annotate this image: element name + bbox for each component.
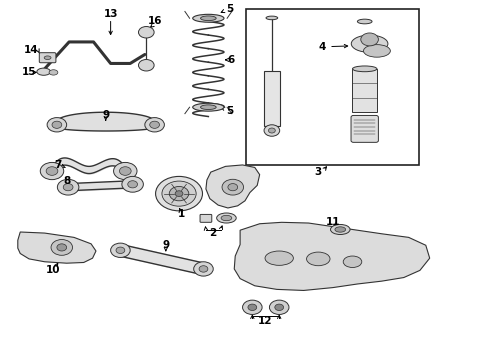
Circle shape — [162, 181, 196, 206]
Ellipse shape — [49, 70, 58, 75]
FancyBboxPatch shape — [351, 116, 378, 142]
Circle shape — [243, 300, 262, 315]
Ellipse shape — [44, 56, 51, 59]
Ellipse shape — [193, 14, 224, 22]
Text: 5: 5 — [226, 4, 233, 14]
Circle shape — [248, 304, 257, 311]
Polygon shape — [18, 232, 96, 263]
Circle shape — [111, 243, 130, 257]
Ellipse shape — [364, 45, 391, 57]
Circle shape — [40, 162, 64, 180]
Bar — [352, 69, 377, 112]
Circle shape — [228, 184, 238, 191]
Text: 8: 8 — [64, 176, 71, 186]
Ellipse shape — [200, 16, 216, 21]
Ellipse shape — [357, 19, 372, 24]
Circle shape — [264, 125, 280, 136]
Text: 1: 1 — [178, 209, 185, 219]
Circle shape — [114, 162, 137, 180]
Circle shape — [194, 262, 213, 276]
Circle shape — [150, 121, 159, 129]
Circle shape — [57, 179, 79, 195]
Ellipse shape — [331, 225, 350, 234]
Ellipse shape — [37, 68, 50, 75]
Text: 12: 12 — [258, 316, 273, 325]
Circle shape — [270, 300, 289, 315]
Text: 6: 6 — [228, 55, 235, 65]
Text: 15: 15 — [22, 67, 36, 77]
Polygon shape — [206, 165, 260, 208]
Ellipse shape — [352, 66, 377, 72]
Circle shape — [222, 179, 244, 195]
Text: 4: 4 — [318, 42, 326, 51]
Circle shape — [47, 118, 67, 132]
Circle shape — [116, 247, 125, 253]
Ellipse shape — [351, 35, 388, 52]
Ellipse shape — [266, 16, 278, 20]
Text: 13: 13 — [103, 9, 118, 19]
Circle shape — [139, 27, 154, 38]
Circle shape — [269, 128, 275, 133]
Ellipse shape — [343, 256, 362, 267]
Circle shape — [275, 304, 284, 311]
Circle shape — [199, 266, 208, 272]
Circle shape — [139, 59, 154, 71]
Text: 5: 5 — [226, 106, 233, 116]
Text: 16: 16 — [147, 17, 162, 27]
Text: 9: 9 — [102, 110, 109, 120]
Text: 11: 11 — [326, 217, 340, 227]
Ellipse shape — [265, 251, 294, 265]
Bar — [246, 9, 419, 165]
Ellipse shape — [221, 215, 232, 221]
Ellipse shape — [200, 105, 216, 109]
Circle shape — [63, 184, 73, 191]
Circle shape — [52, 121, 62, 129]
Ellipse shape — [307, 252, 330, 266]
Polygon shape — [118, 245, 206, 274]
Text: 10: 10 — [46, 265, 61, 275]
Circle shape — [145, 118, 164, 132]
Circle shape — [46, 167, 58, 175]
Ellipse shape — [193, 103, 224, 111]
Bar — [264, 71, 280, 126]
Text: 2: 2 — [210, 228, 217, 238]
Circle shape — [175, 191, 183, 197]
Polygon shape — [234, 222, 430, 291]
Ellipse shape — [335, 227, 345, 232]
FancyBboxPatch shape — [200, 215, 212, 222]
Circle shape — [122, 176, 144, 192]
Text: 9: 9 — [162, 240, 170, 250]
Circle shape — [57, 244, 67, 251]
Circle shape — [120, 167, 131, 175]
Text: 7: 7 — [55, 160, 62, 170]
Circle shape — [169, 186, 189, 201]
Polygon shape — [57, 112, 154, 131]
Circle shape — [51, 239, 73, 255]
FancyBboxPatch shape — [39, 53, 56, 63]
Text: 3: 3 — [315, 167, 322, 177]
Text: 14: 14 — [24, 45, 38, 55]
Circle shape — [156, 176, 202, 211]
Ellipse shape — [217, 213, 236, 223]
Circle shape — [361, 33, 378, 46]
Circle shape — [128, 181, 138, 188]
